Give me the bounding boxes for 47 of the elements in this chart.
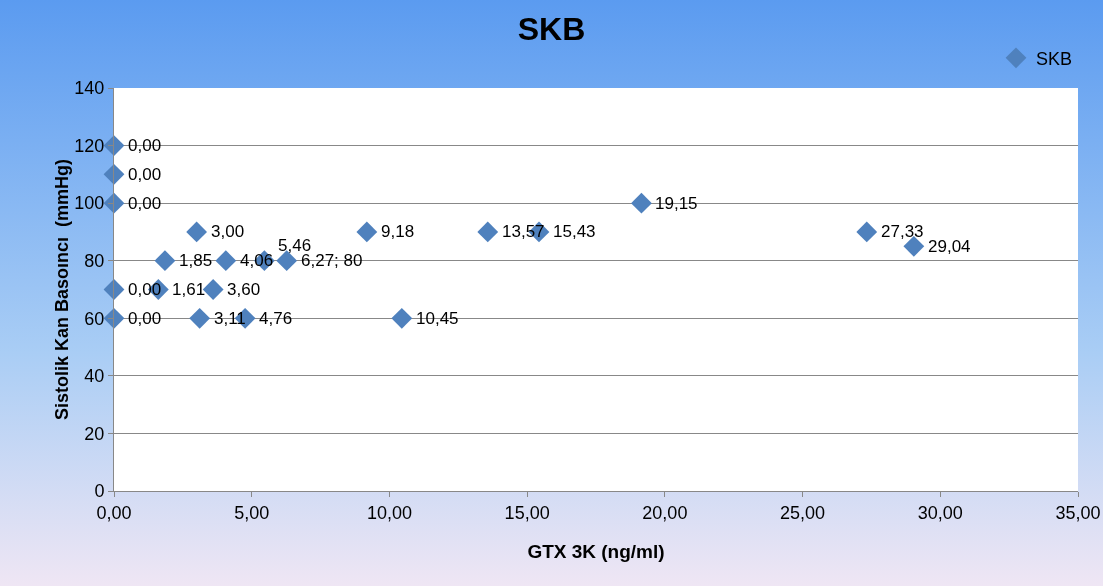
x-tick-label: 25,00 bbox=[780, 502, 826, 523]
y-tick-label: 40 bbox=[84, 366, 105, 387]
x-tick-label: 20,00 bbox=[642, 502, 688, 523]
annotation: 0,00 bbox=[128, 194, 162, 213]
point bbox=[103, 307, 125, 329]
x-tick-label: 0,00 bbox=[96, 502, 132, 523]
point bbox=[631, 192, 652, 214]
y-tick-label: 120 bbox=[74, 135, 105, 156]
x-tick-label: 10,00 bbox=[366, 502, 412, 523]
x-tick-label: 5,00 bbox=[234, 502, 270, 523]
annotation: 4,76 bbox=[259, 309, 293, 328]
point bbox=[154, 250, 176, 272]
legend-label: SKB bbox=[1036, 48, 1073, 69]
point bbox=[856, 221, 878, 243]
annotation: 10,45 bbox=[416, 309, 459, 328]
annotation: 3,00 bbox=[211, 222, 245, 241]
x-tick-label: 35,00 bbox=[1055, 502, 1101, 523]
y-tick-label: 0 bbox=[94, 481, 105, 502]
annotation: 0,00 bbox=[128, 165, 162, 184]
point bbox=[103, 163, 125, 185]
y-tick-label: 100 bbox=[74, 193, 105, 214]
annotation: 29,04 bbox=[928, 237, 971, 256]
point bbox=[391, 307, 413, 329]
y-tick-label: 20 bbox=[84, 423, 105, 444]
annotation: 9,18 bbox=[381, 222, 415, 241]
y-tick-label: 80 bbox=[84, 251, 105, 272]
point bbox=[103, 192, 125, 214]
annotation: 0,00 bbox=[128, 309, 162, 328]
y-tick-label: 60 bbox=[84, 308, 105, 329]
x-tick-label: 15,00 bbox=[504, 502, 550, 523]
y-axis-title: Sistolik Kan Basoıncı (mmHg) bbox=[52, 158, 72, 421]
y-tick-label: 140 bbox=[74, 78, 105, 99]
annotation: 27,33 bbox=[881, 222, 924, 241]
annotation: 1,85 bbox=[179, 251, 213, 270]
point bbox=[477, 221, 499, 243]
point bbox=[356, 221, 378, 243]
point bbox=[215, 250, 237, 272]
point bbox=[186, 221, 208, 243]
point bbox=[189, 307, 211, 329]
annotation: 3,60 bbox=[227, 280, 261, 299]
chart-title: SKB bbox=[517, 10, 586, 47]
annotation: 19,15 bbox=[655, 194, 698, 213]
x-tick-label: 30,00 bbox=[917, 502, 963, 523]
annotation: 0,00 bbox=[128, 136, 162, 155]
annotation: 1,61 bbox=[172, 280, 206, 299]
x-axis-title: GTX 3K (ng/ml) bbox=[527, 541, 665, 562]
annotation: 15,43 bbox=[553, 222, 596, 241]
